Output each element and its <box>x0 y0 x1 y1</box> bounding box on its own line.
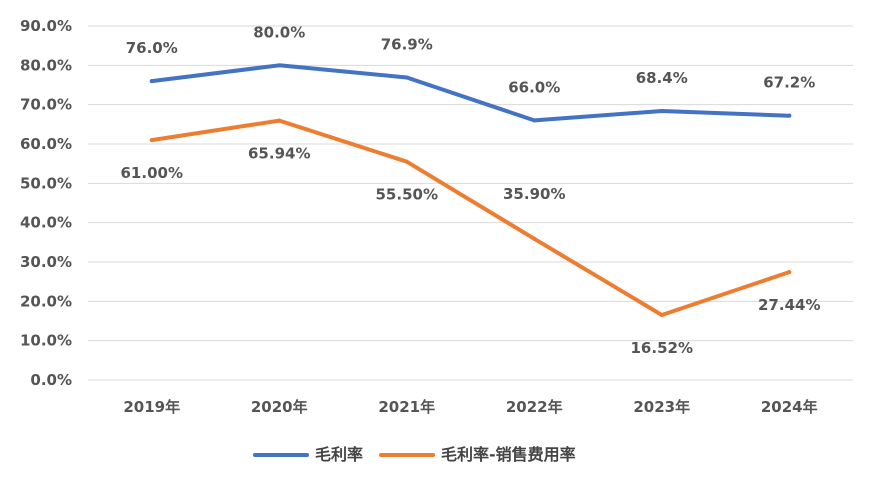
gridlines <box>88 25 853 381</box>
data-label: 35.90% <box>503 185 565 203</box>
x-tick-label: 2021年 <box>378 398 435 416</box>
data-point <box>149 138 154 143</box>
y-tick-label: 60.0% <box>20 135 72 153</box>
data-label: 76.9% <box>381 36 433 54</box>
data-point <box>277 63 282 68</box>
data-label: 16.52% <box>631 339 693 357</box>
y-tick-label: 0.0% <box>30 371 72 389</box>
x-tick-label: 2024年 <box>761 398 818 416</box>
data-label: 80.0% <box>253 23 305 41</box>
data-label: 76.0% <box>126 39 178 57</box>
data-point <box>787 113 792 118</box>
x-tick-label: 2023年 <box>633 398 690 416</box>
x-tick-label: 2019年 <box>123 398 180 416</box>
y-tick-label: 10.0% <box>20 332 72 350</box>
legend-label: 毛利率 <box>315 445 363 464</box>
legend-label: 毛利率-销售费用率 <box>441 445 576 464</box>
data-point <box>787 270 792 275</box>
data-point <box>277 118 282 123</box>
data-point <box>404 75 409 80</box>
data-point <box>404 159 409 164</box>
y-tick-label: 80.0% <box>20 56 72 74</box>
data-point <box>659 313 664 318</box>
data-labels: 76.0% 80.0% 76.9% 66.0% 68.4% 67.2% 61.00% 65.9… <box>121 23 821 357</box>
data-label: 27.44% <box>758 296 820 314</box>
legend: 毛利率 毛利率-销售费用率 <box>253 445 576 464</box>
x-tick-label: 2020年 <box>251 398 308 416</box>
data-point <box>532 236 537 241</box>
series-line-2 <box>149 118 792 317</box>
data-label: 68.4% <box>636 69 688 87</box>
x-axis-ticks: 2019年 2020年 2021年 2022年 2023年 2024年 <box>123 398 817 416</box>
y-axis-ticks: 0.0% 10.0% 20.0% 30.0% 40.0% 50.0% 60.0% 70.0% 8… <box>20 17 72 389</box>
y-tick-label: 40.0% <box>20 214 72 232</box>
data-label: 67.2% <box>763 74 815 92</box>
data-label: 66.0% <box>508 78 560 96</box>
series-line-1 <box>149 63 792 123</box>
y-tick-label: 70.0% <box>20 96 72 114</box>
y-tick-label: 30.0% <box>20 253 72 271</box>
y-tick-label: 90.0% <box>20 17 72 35</box>
data-point <box>659 108 664 113</box>
data-label: 55.50% <box>376 186 438 204</box>
data-label: 65.94% <box>248 145 310 163</box>
series-lines <box>149 63 792 318</box>
data-point <box>532 118 537 123</box>
data-point <box>149 79 154 84</box>
y-tick-label: 20.0% <box>20 292 72 310</box>
x-tick-label: 2022年 <box>506 398 563 416</box>
y-tick-label: 50.0% <box>20 174 72 192</box>
data-label: 61.00% <box>121 164 183 182</box>
